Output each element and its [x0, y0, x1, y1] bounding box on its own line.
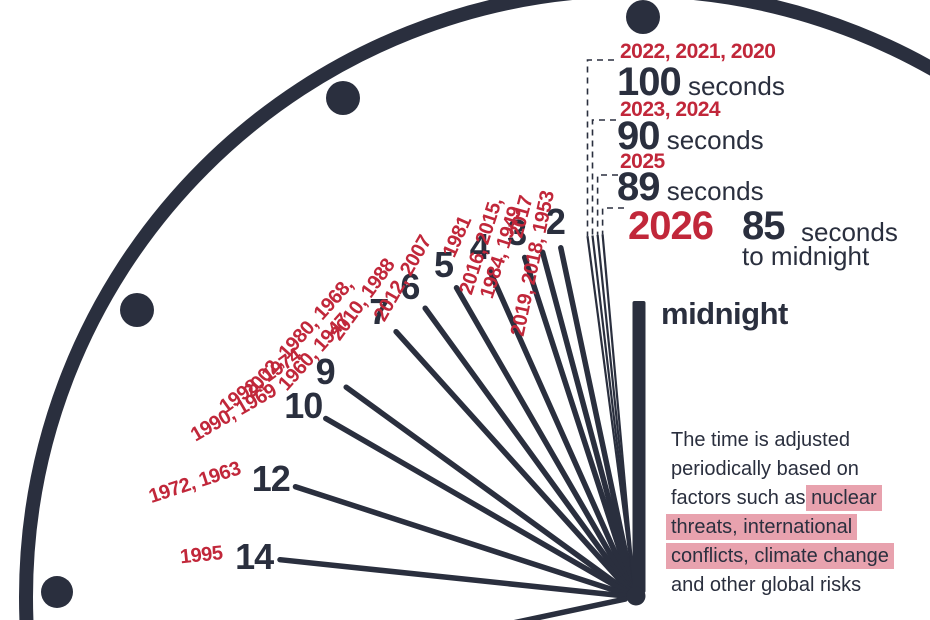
clock-hand-2.5-min [539, 249, 636, 591]
note-line: periodically based on [671, 455, 889, 484]
adjustment-note: The time is adjusted periodically based o… [666, 426, 894, 600]
note-text: and other global risks [671, 574, 862, 596]
seconds-unit: seconds [659, 176, 764, 206]
clock-number-5: 5 [433, 244, 454, 286]
clock-number-9: 9 [315, 350, 336, 392]
clock-hand-6-min [422, 305, 632, 592]
seconds-number: 90 [617, 114, 660, 158]
clock-number-12: 12 [251, 457, 291, 499]
hour-marker-dot [120, 293, 154, 327]
current-seconds-unit: seconds [801, 217, 898, 247]
note-text: The time is adjusted [671, 429, 850, 451]
clock-number-4: 4 [469, 226, 490, 268]
dashed-connector [591, 119, 616, 236]
note-highlighted-text: threats, international [666, 514, 858, 540]
clock-hand-4-min [487, 268, 634, 591]
dashed-connector [596, 174, 618, 235]
panel-seconds-value: 89 seconds [617, 165, 764, 210]
midnight-label: midnight [661, 296, 788, 331]
note-highlighted-text: conflicts, climate change [666, 543, 894, 569]
clock-hand-17-min [513, 596, 628, 620]
clock-number-10: 10 [284, 384, 323, 426]
note-line: conflicts, climate change [666, 542, 894, 571]
clock-rim [19, 0, 930, 620]
panel-years: 2022, 2021, 2020 [620, 40, 776, 63]
midnight-hand [632, 301, 646, 593]
panel-seconds-value: 90 seconds [617, 114, 764, 159]
clock-hand-10-min [323, 415, 630, 595]
panel-seconds-value: 100 seconds [617, 60, 785, 105]
clock-hand-9-min [343, 384, 630, 594]
hour-marker-dot [626, 0, 660, 34]
clock-hand-3-min [521, 254, 635, 591]
note-text: factors such as [671, 487, 812, 509]
clock-hand-5-min [453, 285, 633, 592]
note-line: The time is adjusted [671, 426, 889, 455]
clock-number-7: 7 [369, 291, 389, 333]
clock-number-14: 14 [235, 535, 274, 577]
note-text: periodically based on [671, 458, 859, 480]
seconds-number: 89 [617, 165, 660, 209]
clock-hand-2-min [558, 245, 636, 590]
panel-years: 2023, 2024 [620, 98, 721, 121]
clock-hand-seconds [601, 234, 635, 584]
panel-years: 2025 [620, 150, 665, 173]
dashed-connector [586, 59, 614, 237]
clock-hub [626, 586, 646, 606]
note-line: factors such as nuclear [671, 484, 889, 513]
current-to-midnight: to midnight [742, 241, 870, 271]
clock-hand-12-min [292, 483, 629, 597]
clock-hand-14-min [277, 556, 628, 599]
note-line: and other global risks [671, 571, 889, 600]
dashed-connector [601, 207, 624, 235]
seconds-unit: seconds [680, 71, 785, 101]
clock-number-3: 3 [507, 211, 527, 253]
clock-hand-7-min [393, 328, 632, 593]
seconds-number: 100 [617, 60, 682, 104]
note-line: threats, international [666, 513, 889, 542]
seconds-unit: seconds [659, 125, 764, 155]
clock-number-6: 6 [400, 266, 420, 308]
clock-number-2: 2 [545, 201, 566, 243]
current-year-label: 2026 [628, 204, 714, 248]
note-highlighted-text: nuclear [806, 485, 882, 511]
hour-marker-dot [326, 81, 360, 115]
current-seconds-value: 85 [742, 204, 785, 248]
hour-marker-dot [41, 576, 73, 608]
